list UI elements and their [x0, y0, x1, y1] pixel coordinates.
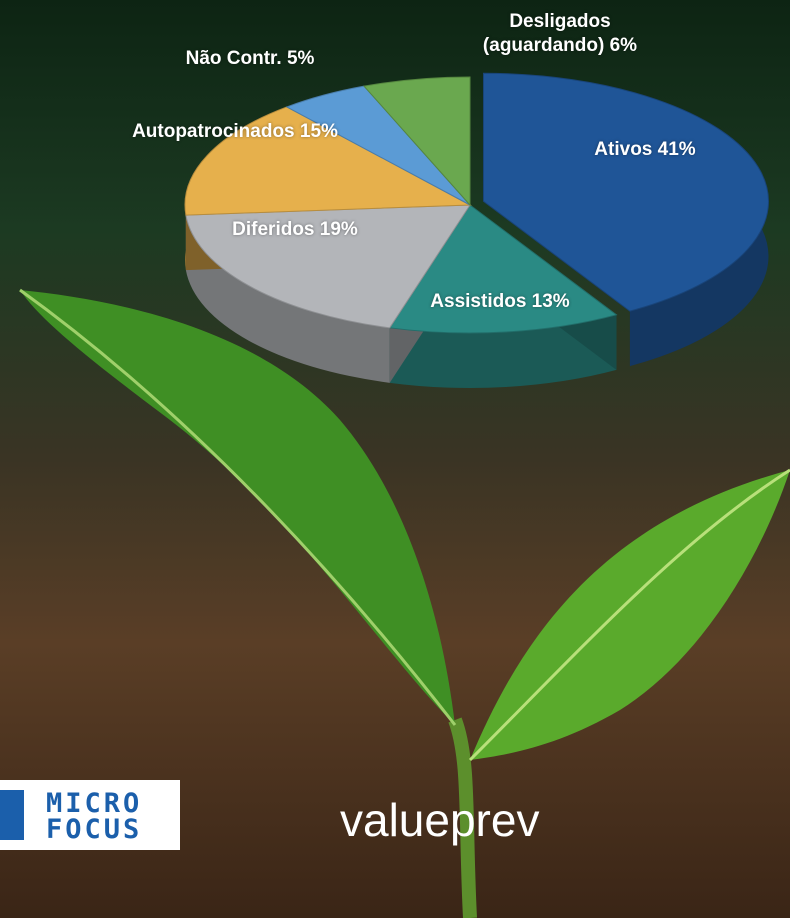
slice-label: Autopatrocinados 15%	[110, 120, 360, 144]
value-label: 6%	[609, 35, 638, 56]
value-label: 5%	[286, 48, 315, 69]
logo-text: MICRO	[46, 788, 143, 819]
valueprev-logo: valueprev	[340, 794, 540, 846]
slice-name: Autopatrocinados	[132, 121, 295, 142]
slice-name: Não Contr.	[185, 48, 282, 69]
slice-name: Assistidos	[430, 291, 527, 312]
value-label: 41%	[657, 139, 696, 160]
plant	[19, 288, 790, 918]
slice	[363, 76, 471, 207]
slice	[388, 204, 618, 334]
slice	[184, 106, 472, 216]
value-label: 15%	[299, 121, 338, 142]
slice-side	[185, 215, 390, 383]
slice	[482, 72, 769, 312]
slice-label: Não Contr. 5%	[150, 47, 350, 71]
value-label: 13%	[531, 291, 570, 312]
slice-label: Diferidos 19%	[195, 218, 395, 242]
slice	[185, 204, 471, 329]
slice-name: Diferidos	[232, 219, 315, 240]
slice-label: Ativos 41%	[575, 138, 715, 162]
logo-text: FOCUS	[46, 814, 143, 845]
slice-side	[389, 314, 617, 388]
slice-name: Ativos	[594, 139, 653, 160]
pie	[184, 72, 769, 388]
slice-label: Assistidos 13%	[395, 290, 605, 314]
slice-name: Desligados (aguardando)	[482, 11, 611, 56]
value-label: 19%	[319, 219, 358, 240]
slice-label: Desligados (aguardando) 6%	[450, 10, 670, 58]
micro-focus-logo: MICRO FOCUS	[0, 780, 180, 850]
